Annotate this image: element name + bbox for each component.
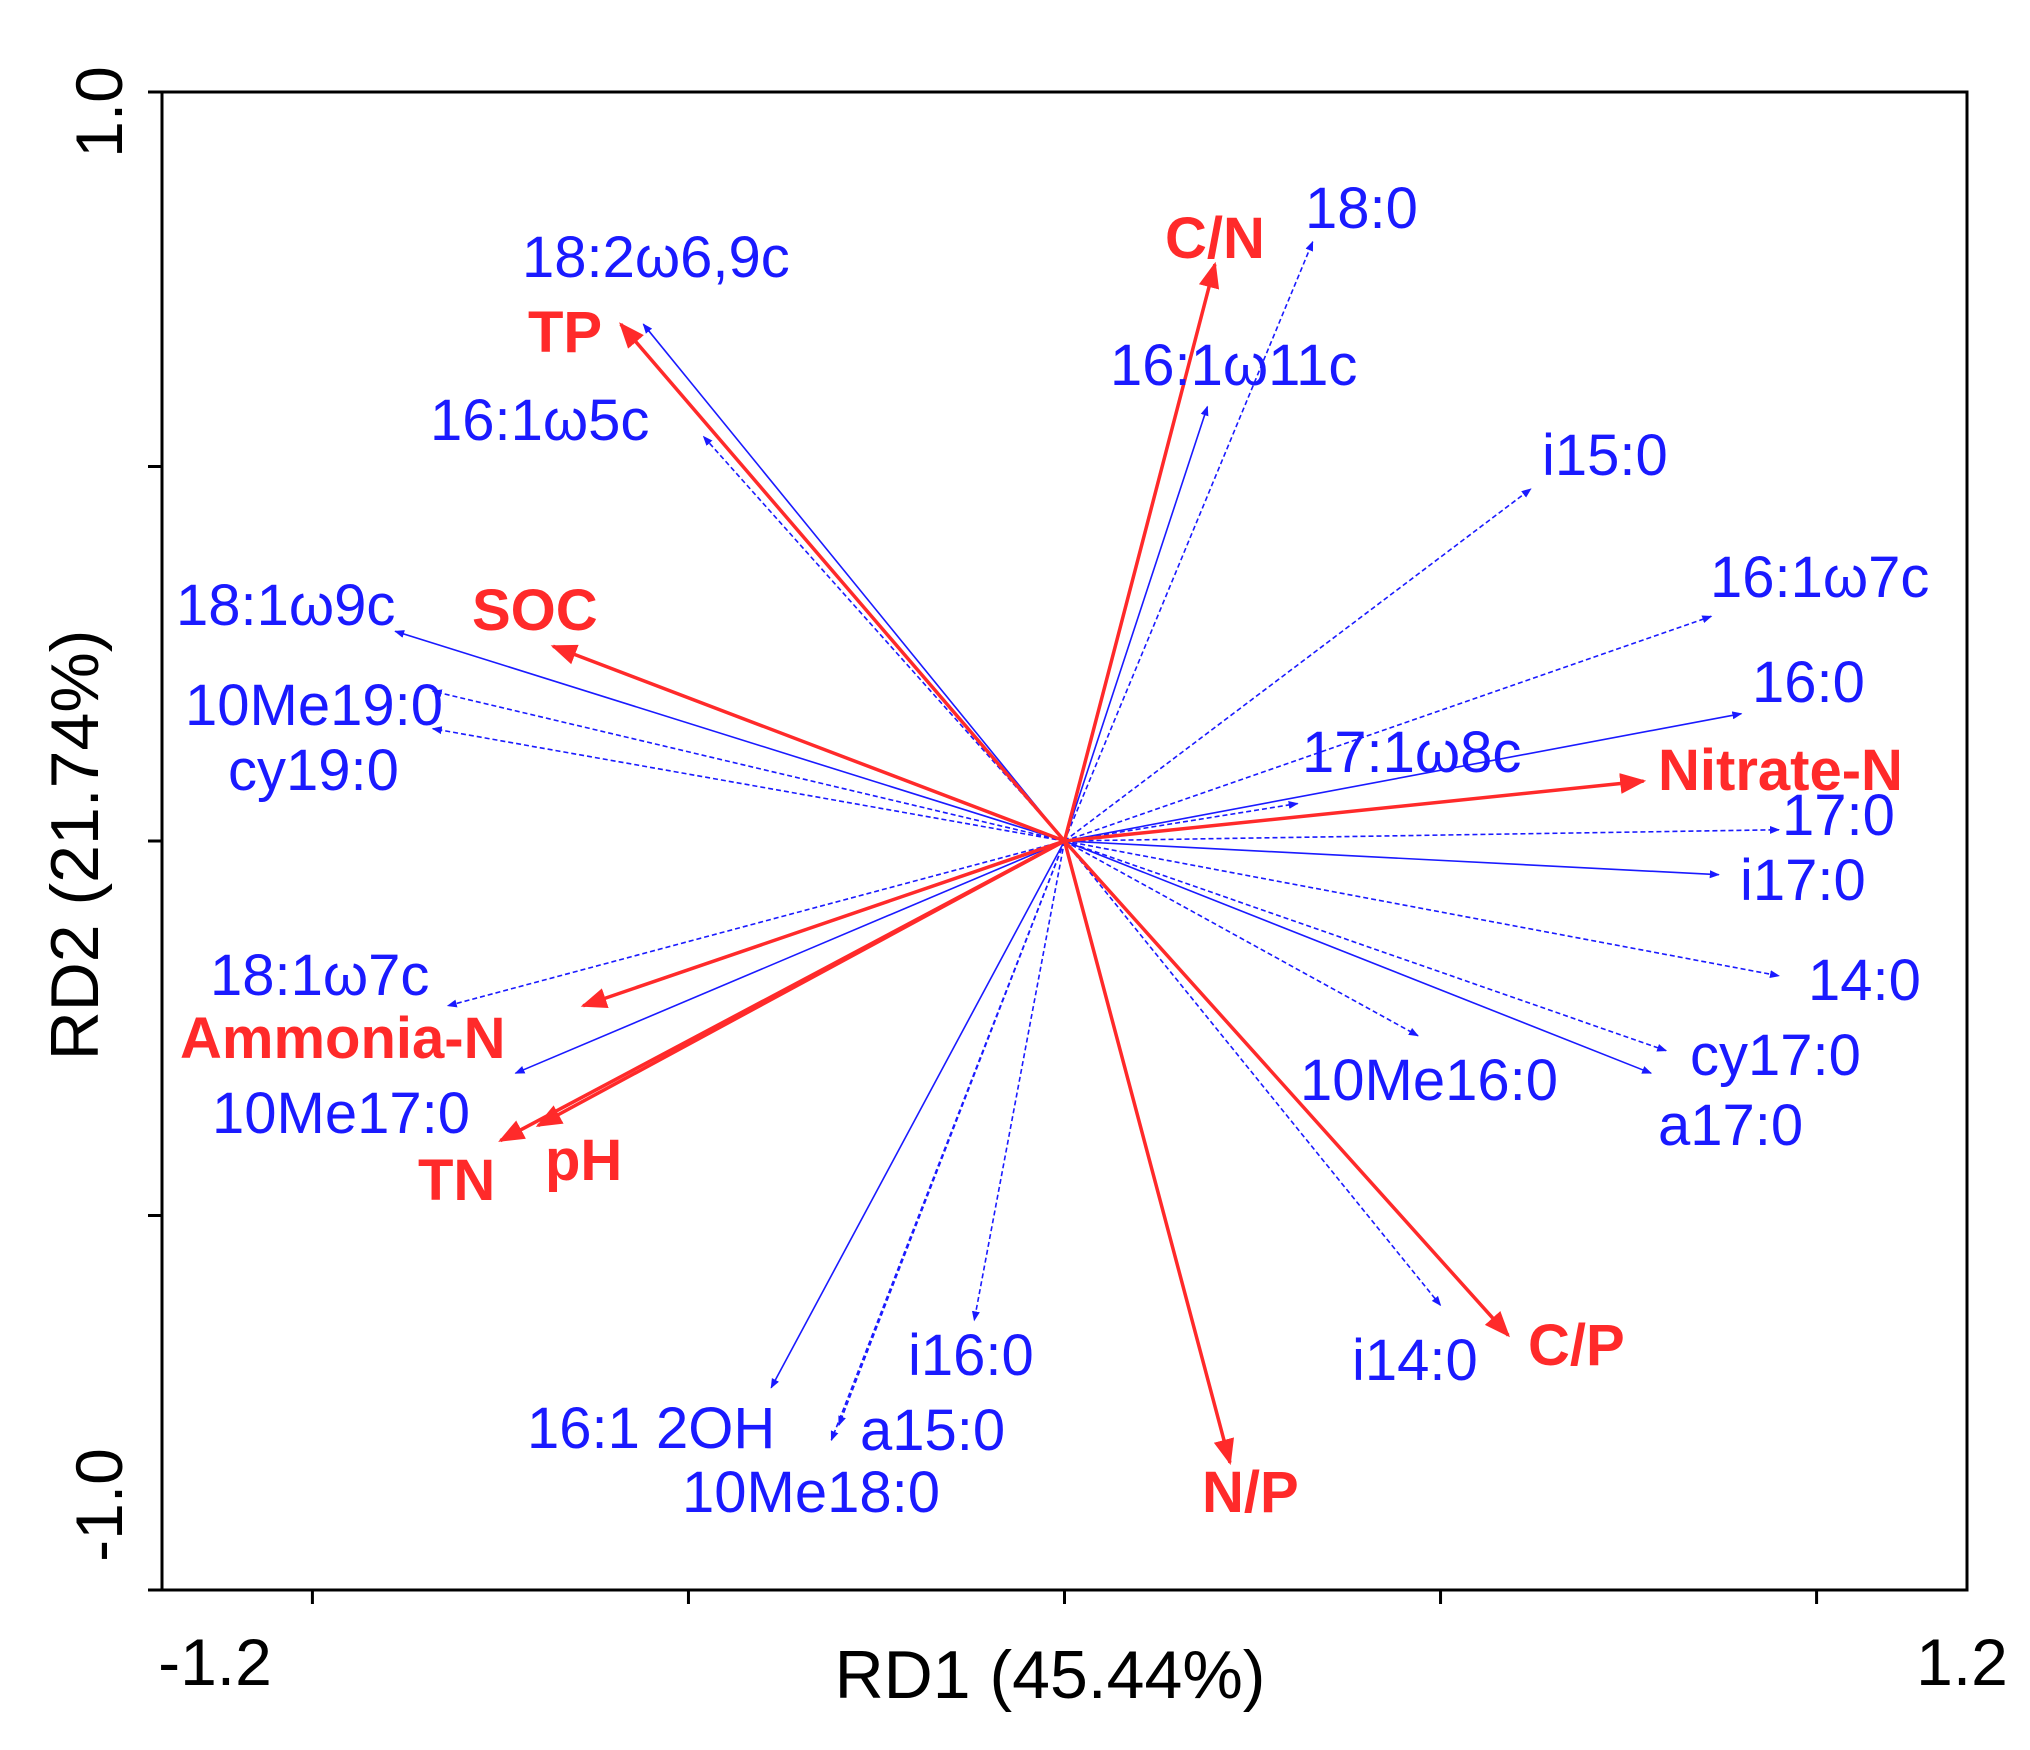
species-arrow [1064,825,1780,842]
x-tick-label-min: -1.2 [158,1625,272,1699]
species-label: 16:0 [1752,650,1865,715]
species-arrow [1064,801,1299,842]
x-tick-label-max: 1.2 [1916,1625,2008,1699]
species-arrow [1064,840,1780,979]
species-label: i14:0 [1352,1328,1478,1393]
species-label: 18:1ω7c [210,943,429,1008]
species-label: 16:1ω7c [1710,545,1929,610]
species-label: 16:1 2OH [527,1396,775,1461]
env-arrow [498,839,1066,1143]
species-label: 18:2ω6,9c [522,225,790,290]
species-arrow [1064,615,1713,842]
env-label: N/P [1202,1460,1299,1525]
species-label: 10Me16:0 [1300,1048,1558,1113]
environment-arrows [498,261,1647,1466]
species-arrow [514,840,1065,1074]
env-arrow [619,322,1066,843]
species-label: i17:0 [1740,848,1866,913]
env-label: C/P [1528,1313,1625,1378]
species-label: i15:0 [1542,423,1668,488]
species-arrow [1064,840,1720,879]
env-label: Nitrate-N [1658,738,1903,803]
species-arrow [431,726,1065,842]
species-label: a15:0 [860,1398,1005,1463]
species-arrow [431,689,1065,842]
env-arrow [1064,773,1647,843]
species-label: cy17:0 [1690,1023,1861,1088]
env-label: SOC [472,578,598,643]
species-label: 16:1ω11c [1110,333,1357,398]
y-tick-label-min: -1.0 [62,1448,136,1562]
species-arrow [1064,840,1653,1074]
env-arrow [580,839,1066,1009]
species-label: 17:0 [1782,783,1895,848]
environment-labels: C/N TP SOC Nitrate-N Ammonia-N pH TN C/P… [180,206,1903,1525]
species-arrow [1064,840,1668,1052]
species-arrow [642,323,1066,842]
species-arrow [394,630,1065,842]
env-arrow [550,644,1066,843]
env-label: Ammonia-N [180,1006,505,1071]
species-arrow [770,840,1066,1389]
species-label: 16:1ω5c [430,388,649,453]
species-arrow [1064,840,1419,1037]
species-label: 18:1ω9c [176,573,395,638]
species-label: 17:1ω8c [1302,720,1521,785]
species-label: 18:0 [1305,176,1418,241]
env-label: pH [545,1128,622,1193]
species-arrow [1064,488,1532,842]
species-label: 14:0 [1808,948,1921,1013]
species-arrow [1064,711,1743,842]
env-label: C/N [1165,206,1265,271]
species-label: 10Me17:0 [212,1081,470,1146]
y-axis-label: RD2 (21.74%) [37,630,113,1061]
species-labels: 18:2ω6,9c 16:1ω5c 18:0 16:1ω11c i15:0 16… [176,176,1929,1525]
species-arrow [1063,405,1209,842]
species-label: i16:0 [908,1323,1034,1388]
env-label: TN [418,1148,495,1213]
env-label: TP [528,300,602,365]
env-arrow [1062,261,1220,842]
x-axis-label: RD1 (45.44%) [835,1637,1266,1713]
y-tick-label-max: 1.0 [62,66,136,158]
species-arrow [1063,840,1442,1307]
species-label: 10Me19:0 [185,673,443,738]
species-arrow [1063,240,1314,842]
species-label: a17:0 [1658,1093,1803,1158]
axis-ticks [148,90,1819,1604]
species-arrow [830,840,1066,1442]
env-arrow [1062,840,1234,1466]
species-arrow [971,840,1066,1322]
env-arrow [1063,839,1510,1338]
species-arrow [446,840,1065,1008]
species-label: cy19:0 [228,738,399,803]
species-label: 10Me18:0 [682,1460,940,1525]
